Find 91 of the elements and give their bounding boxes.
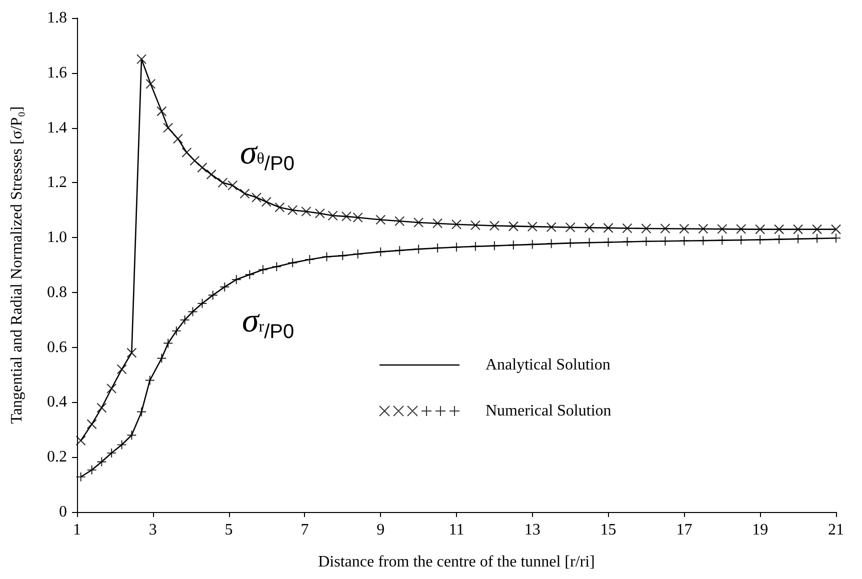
point (76, 472, 86, 482)
point (96, 402, 107, 413)
point (182, 147, 192, 158)
point (208, 290, 218, 300)
point (470, 220, 481, 230)
point (106, 383, 117, 394)
y-tick-label: 1.4 (47, 119, 67, 136)
point (660, 223, 670, 234)
point (603, 222, 614, 233)
point (146, 78, 156, 89)
point (197, 298, 208, 308)
point (116, 440, 127, 450)
point (197, 162, 208, 173)
point (76, 436, 86, 446)
y-tick-label: 1.6 (47, 64, 67, 82)
point (622, 223, 632, 234)
point (228, 180, 238, 190)
point (736, 224, 746, 234)
point (341, 211, 352, 222)
x-tick-label: 21 (828, 522, 844, 538)
point (451, 219, 462, 230)
point (274, 202, 285, 212)
point (136, 406, 147, 417)
point (679, 224, 690, 234)
legend-label: Numerical Solution (486, 402, 612, 420)
point (755, 224, 766, 234)
point (830, 233, 842, 244)
point (432, 218, 443, 228)
point (394, 216, 405, 226)
point (830, 224, 842, 234)
x-tick-label: 13 (524, 522, 540, 538)
point (220, 282, 230, 292)
point (206, 169, 216, 180)
x-tick-label: 5 (224, 522, 233, 538)
y-tick-label: 0 (59, 504, 67, 520)
point (565, 222, 576, 232)
point (352, 212, 363, 223)
point (527, 222, 538, 232)
y-tick-label: 0.4 (47, 394, 67, 411)
point (584, 222, 594, 233)
point (188, 306, 198, 317)
legend-label: Analytical Solution (486, 356, 610, 374)
x-tick-label: 9 (376, 522, 385, 538)
point (546, 222, 556, 232)
point (793, 224, 804, 234)
point (698, 224, 708, 234)
point (126, 430, 137, 440)
point (641, 223, 652, 234)
point (163, 122, 174, 133)
point (86, 419, 97, 430)
point (156, 353, 167, 364)
point (251, 192, 262, 203)
point (171, 326, 182, 336)
point (328, 210, 338, 221)
point (116, 364, 127, 374)
point (218, 178, 228, 188)
point (180, 314, 190, 325)
y-axis-title: Tangential and Radial Normalized Stresses [σ/P₀] (8, 106, 26, 424)
point (508, 221, 518, 232)
point (414, 217, 424, 228)
point (156, 106, 167, 116)
point (376, 214, 386, 225)
y-tick-label: 0.2 (47, 448, 67, 466)
point (812, 224, 822, 234)
x-tick-label: 19 (752, 522, 768, 538)
point (717, 224, 728, 234)
y-tick-label: 0.6 (47, 338, 67, 356)
point (172, 134, 183, 144)
y-tick-label: 1.0 (47, 229, 67, 246)
x-axis-title: Distance from the centre of the tunnel [r/ri] (318, 554, 595, 570)
point (261, 196, 272, 207)
x-tick-label: 11 (448, 522, 464, 538)
point (163, 338, 174, 348)
point (314, 208, 325, 218)
point (240, 188, 250, 199)
point (126, 348, 137, 358)
point (774, 224, 784, 234)
point (301, 206, 312, 217)
point (96, 456, 107, 467)
x-tick-label: 15 (600, 522, 616, 538)
y-tick-label: 0.8 (47, 284, 67, 301)
y-tick-label: 1.8 (47, 10, 67, 26)
x-tick-label: 1 (73, 522, 81, 538)
y-tick-label: 1.2 (47, 174, 67, 192)
point (136, 54, 147, 64)
point (288, 205, 298, 216)
point (190, 156, 200, 166)
x-tick-label: 7 (300, 522, 309, 538)
x-tick-label: 3 (148, 522, 157, 538)
point (489, 220, 500, 231)
x-tick-label: 17 (676, 522, 692, 538)
